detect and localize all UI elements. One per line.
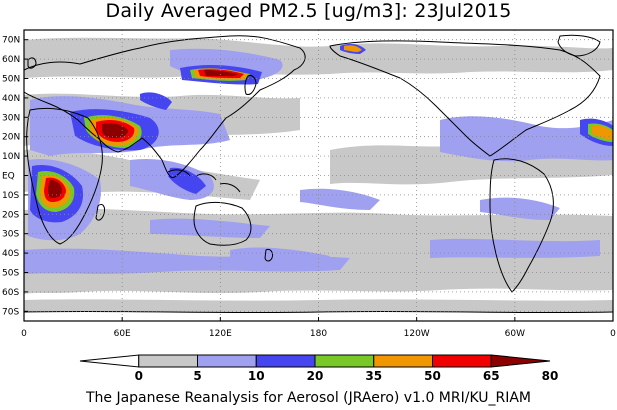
lat-label-20s: 20S: [2, 210, 19, 220]
lat-label-40n: 40N: [2, 94, 20, 104]
lat-label-eq: EQ: [2, 172, 15, 182]
coastlines: [24, 34, 613, 314]
colorbar-label-5: 5: [193, 369, 201, 383]
lat-label-10n: 10N: [2, 152, 20, 162]
lat-label-50n: 50N: [2, 75, 20, 85]
colorbar-label-10: 10: [248, 369, 265, 383]
colorbar-swatch-6: [432, 354, 492, 368]
lon-label-60w: 60W: [505, 329, 525, 339]
colorbar-label-0: 0: [135, 369, 143, 383]
lon-label-0: 0: [21, 329, 27, 339]
lat-label-60s: 60S: [2, 288, 19, 298]
colorbar-label-20: 20: [307, 369, 324, 383]
colorbar-swatch-0: [79, 354, 140, 368]
lon-label-0: 0: [610, 329, 616, 339]
latitude-labels: 70N 60N 50N 40N 30N 20N 10N EQ 10S 20S 30S 40S 50S 60…: [2, 36, 28, 317]
lon-label-60e: 60E: [114, 329, 131, 339]
colorbar-label-50: 50: [424, 369, 441, 383]
footer-credit: The Japanese Reanalysis for Aerosol (JRA…: [85, 390, 532, 406]
lat-label-20n: 20N: [2, 133, 20, 143]
colorbar-swatch-1: [138, 354, 198, 368]
lon-label-120w: 120W: [404, 329, 430, 339]
map-title: Daily Averaged PM2.5 [ug/m3]: 23Jul2015: [105, 0, 512, 22]
colorbar-swatch-5: [373, 354, 433, 368]
lon-label-120e: 120E: [209, 329, 232, 339]
colorbar-swatch-7: [490, 354, 551, 368]
colorbar-swatch-4: [314, 354, 375, 368]
lat-label-30n: 30N: [2, 113, 20, 123]
colorbar: 0 5 10 20 35 50 65 80: [79, 354, 559, 383]
lat-label-70n: 70N: [2, 36, 20, 46]
colorbar-swatch-3: [255, 354, 316, 368]
map-plot-area: [24, 30, 613, 321]
lat-label-10s: 10S: [2, 191, 19, 201]
colorbar-swatch-2: [197, 354, 257, 368]
colorbar-label-80: 80: [542, 369, 559, 383]
longitude-labels: 0 60E 120E 180 120W 60W 0: [21, 317, 616, 339]
colorbar-label-35: 35: [365, 369, 382, 383]
lat-label-30s: 30S: [2, 230, 19, 240]
pm25-level-above-80-area: [48, 70, 238, 198]
lon-label-180: 180: [310, 329, 327, 339]
lat-label-50s: 50S: [2, 269, 19, 279]
graticule: [24, 30, 613, 321]
colorbar-label-65: 65: [483, 369, 500, 383]
lat-label-60n: 60N: [2, 55, 20, 65]
lat-label-70s: 70S: [2, 307, 19, 317]
lat-label-40s: 40S: [2, 249, 19, 259]
